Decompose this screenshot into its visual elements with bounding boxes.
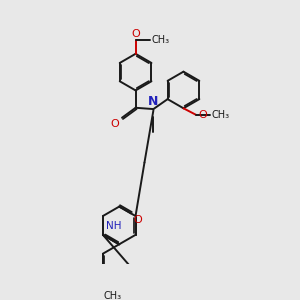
Text: O: O [199,110,207,120]
Text: O: O [111,119,119,129]
Text: O: O [133,215,142,226]
Text: N: N [148,95,159,108]
Text: CH₃: CH₃ [212,110,230,120]
Text: CH₃: CH₃ [103,291,122,300]
Text: CH₃: CH₃ [151,35,169,45]
Text: NH: NH [106,221,121,231]
Text: O: O [131,29,140,39]
